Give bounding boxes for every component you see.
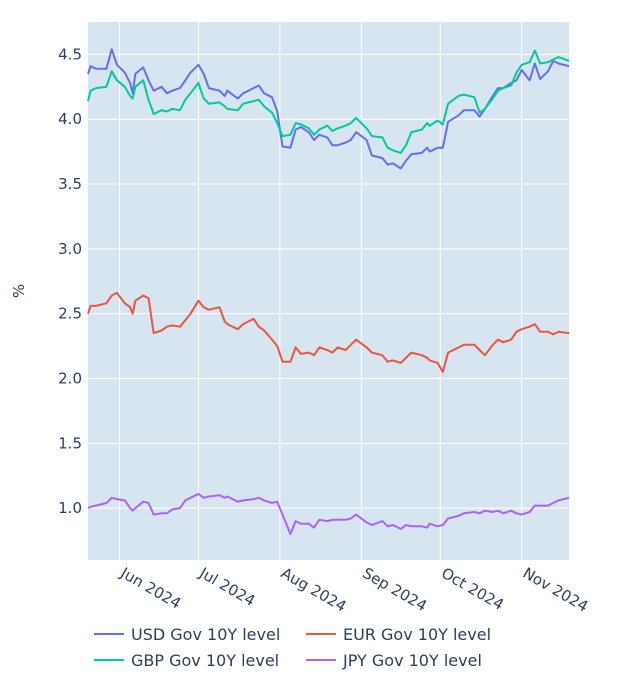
x-tick-label: Aug 2024 [278, 564, 350, 616]
x-axis-ticks: Jun 2024 Jul 2024 Aug 2024 Sep 2024 Oct 2024… [117, 563, 592, 615]
series-lines [87, 48, 570, 536]
y-axis-label: % [10, 284, 28, 298]
legend: USD Gov 10Y level EUR Gov 10Y level GBP Go… [94, 625, 491, 670]
x-tick-label: Oct 2024 [438, 564, 507, 614]
y-tick-label: 1.0 [58, 499, 82, 517]
x-tick-label: Sep 2024 [359, 564, 430, 615]
y-tick-label: 4.0 [58, 110, 82, 128]
legend-label: GBP Gov 10Y level [131, 651, 279, 670]
legend-label: JPY Gov 10Y level [342, 651, 482, 670]
series-line-eur [87, 291, 570, 373]
series-line-jpy [87, 492, 570, 536]
y-tick-label: 1.5 [58, 434, 82, 452]
y-tick-label: 4.5 [58, 45, 82, 63]
x-tick-label: Jul 2024 [196, 563, 259, 610]
x-tick-label: Jun 2024 [117, 563, 184, 612]
y-axis-ticks: 1.0 1.5 2.0 2.5 3.0 3.5 4.0 4.5 [58, 45, 82, 517]
series-line-gbp [87, 49, 570, 154]
y-tick-label: 3.0 [58, 240, 82, 258]
gridlines [88, 22, 569, 560]
legend-label: EUR Gov 10Y level [343, 625, 491, 644]
legend-label: USD Gov 10Y level [131, 625, 280, 644]
y-tick-label: 3.5 [58, 175, 82, 193]
plot-area-background [88, 22, 569, 560]
y-tick-label: 2.5 [58, 305, 82, 323]
x-tick-label: Nov 2024 [520, 564, 592, 616]
y-tick-label: 2.0 [58, 370, 82, 388]
